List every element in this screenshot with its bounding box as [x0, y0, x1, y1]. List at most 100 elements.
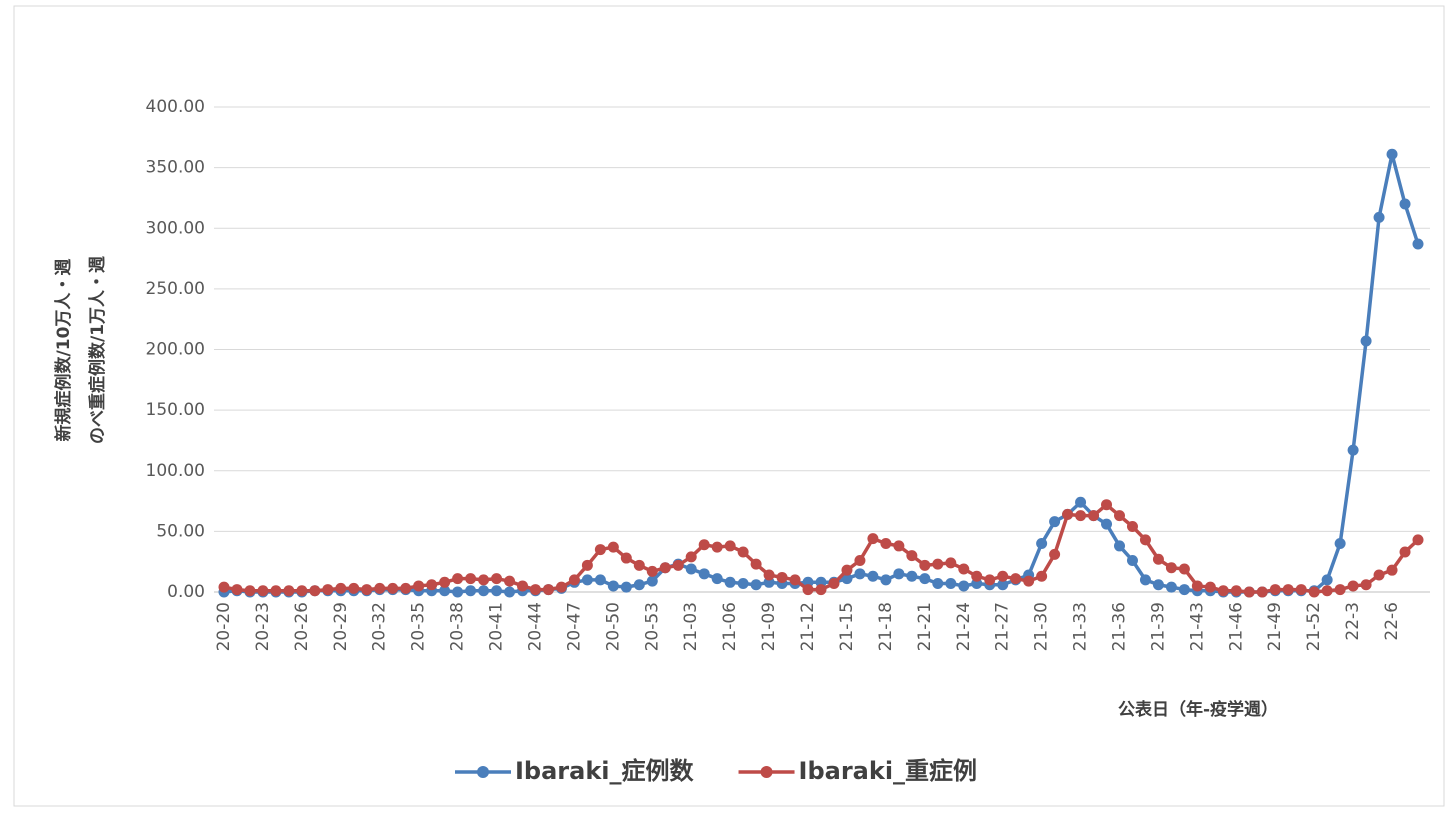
data-point	[659, 562, 671, 574]
data-point	[1204, 581, 1216, 593]
x-tick-label: 21-06	[720, 602, 740, 651]
data-point	[1347, 444, 1359, 456]
x-tick-label: 21-21	[915, 602, 935, 651]
data-point	[945, 557, 957, 569]
data-point	[906, 550, 918, 562]
data-point	[841, 564, 853, 576]
data-point	[763, 569, 775, 581]
data-point	[1243, 586, 1255, 598]
data-point	[802, 584, 814, 596]
data-point	[1308, 586, 1320, 598]
data-point	[1075, 510, 1087, 522]
data-point	[1399, 198, 1411, 210]
data-point	[1282, 584, 1294, 596]
data-point	[361, 584, 373, 596]
data-point	[711, 573, 723, 585]
data-point	[387, 582, 399, 594]
data-point	[1399, 546, 1411, 558]
data-point	[867, 570, 879, 582]
data-point	[374, 582, 386, 594]
data-point	[1165, 581, 1177, 593]
data-point	[1101, 518, 1113, 530]
x-tick-label: 21-03	[681, 602, 701, 651]
data-point	[1036, 570, 1048, 582]
data-point	[1126, 521, 1138, 533]
data-point	[452, 586, 464, 598]
data-point	[607, 580, 619, 592]
data-point	[737, 578, 749, 590]
data-point	[1178, 563, 1190, 575]
data-point	[1386, 148, 1398, 160]
data-point	[568, 574, 580, 586]
x-tick-label: 20-50	[603, 602, 623, 651]
data-point	[724, 540, 736, 552]
data-point	[400, 582, 412, 594]
data-point	[633, 559, 645, 571]
data-point	[854, 554, 866, 566]
x-tick-label: 20-23	[253, 602, 273, 651]
data-point	[815, 584, 827, 596]
x-tick-label: 21-24	[954, 602, 974, 651]
data-point	[491, 585, 503, 597]
data-point	[529, 584, 541, 596]
x-tick-label: 22-3	[1343, 602, 1363, 641]
data-point	[919, 573, 931, 585]
data-point	[439, 576, 451, 588]
data-point	[270, 585, 282, 597]
x-tick-label: 20-26	[292, 602, 312, 651]
data-point	[465, 585, 477, 597]
data-point	[1036, 538, 1048, 549]
x-tick-label: 20-20	[214, 602, 234, 651]
data-point	[685, 563, 697, 575]
data-point	[880, 538, 892, 549]
data-point	[776, 571, 788, 583]
x-tick-label: 20-29	[331, 602, 351, 651]
data-point	[1217, 585, 1229, 597]
data-point	[594, 574, 606, 586]
x-tick-label: 21-33	[1071, 602, 1091, 651]
y-axis-title-line: のべ重症例数/1万人・週	[87, 256, 108, 444]
data-point	[646, 565, 658, 577]
data-point	[517, 580, 528, 592]
data-point	[789, 574, 801, 586]
data-point	[711, 541, 723, 553]
data-point	[737, 546, 749, 558]
data-point	[1075, 496, 1087, 508]
data-point	[218, 581, 230, 593]
data-point	[581, 574, 593, 586]
data-point	[231, 584, 243, 596]
data-point	[958, 563, 970, 575]
chart-frame	[13, 5, 1445, 807]
x-tick-label: 20-38	[448, 602, 468, 651]
data-point	[439, 585, 451, 597]
data-point	[620, 552, 632, 564]
data-point	[1178, 584, 1190, 596]
x-tick-label: 21-12	[798, 602, 818, 651]
data-point	[1295, 584, 1307, 596]
data-point	[1101, 499, 1113, 511]
data-point	[971, 570, 983, 582]
data-point	[1023, 575, 1035, 587]
data-point	[1412, 238, 1424, 250]
data-point	[1373, 211, 1385, 223]
y-tick-label: 0.00	[167, 582, 205, 602]
data-point	[893, 568, 905, 580]
data-point	[685, 551, 697, 563]
data-point	[984, 574, 996, 586]
data-point	[504, 586, 516, 598]
data-point	[478, 585, 490, 597]
legend-label: Ibaraki_重症例	[799, 757, 978, 785]
data-point	[555, 581, 567, 593]
data-point	[724, 576, 736, 588]
data-point	[594, 544, 606, 556]
data-point	[1152, 553, 1164, 565]
x-tick-label: 20-32	[370, 602, 390, 651]
data-point	[854, 568, 866, 580]
data-point	[296, 585, 308, 597]
data-point	[1360, 579, 1372, 591]
data-point	[620, 581, 632, 593]
x-tick-label: 21-18	[876, 602, 896, 651]
data-point	[997, 579, 1009, 591]
y-tick-label: 150.00	[146, 400, 205, 420]
data-point	[828, 578, 840, 590]
